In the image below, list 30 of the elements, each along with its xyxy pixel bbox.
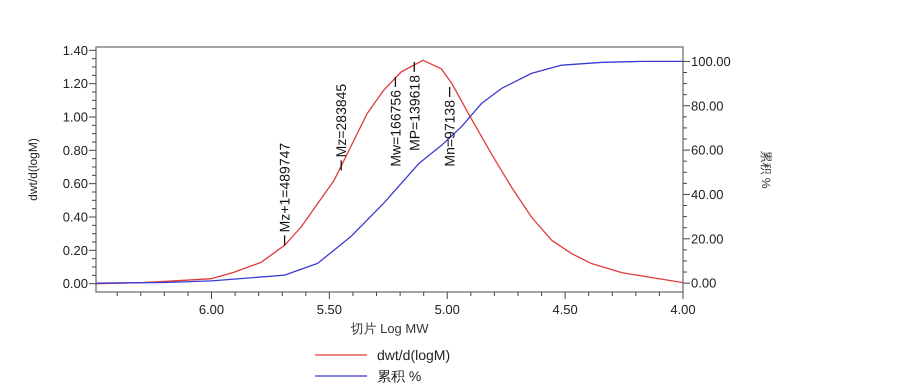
legend-label: dwt/d(logM) (377, 347, 450, 363)
y2-tick-label: 20.00 (691, 231, 724, 246)
annotation: Mw=166756 (387, 77, 404, 167)
y-tick-label: 0.00 (62, 276, 88, 292)
annotation: Mn=97138 (442, 100, 458, 167)
x-tick-label: 4.00 (670, 302, 696, 317)
y2-tick-label: 40.00 (691, 186, 724, 202)
y-tick-label: 1.00 (62, 110, 88, 124)
y-tick-label: 0.40 (62, 210, 88, 224)
annotation: Mz=283845 (333, 84, 350, 170)
annotation: MP=139618 (406, 62, 422, 151)
y-tick-label: 1.20 (62, 76, 88, 92)
y-axis-title: dwt/d(logM) (26, 138, 40, 201)
y2-tick-label: 100.00 (691, 54, 731, 69)
y-tick-label: 0.20 (62, 242, 88, 258)
x-tick-label: 6.00 (198, 302, 224, 317)
legend-label: 累积 % (377, 368, 422, 384)
annotation: Mn=97138 (442, 87, 458, 167)
y2-tick-label: 0.00 (691, 276, 716, 291)
x-tick-label: 4.50 (552, 302, 578, 317)
y-tick-label: 1.40 (62, 42, 88, 58)
x-axis-title: 切片 Log MW (350, 321, 430, 336)
y2-axis-title: 累积 % (759, 150, 773, 189)
x-tick-label: 5.50 (316, 302, 342, 317)
y2-tick-label: 60.00 (691, 142, 724, 158)
y2-tick-label: 80.00 (691, 98, 724, 114)
annotation: Mz+1=489747 (276, 142, 293, 246)
y-tick-label: 0.80 (62, 142, 88, 158)
x-tick-label: 5.00 (434, 302, 460, 317)
y-tick-label: 0.60 (62, 176, 88, 192)
